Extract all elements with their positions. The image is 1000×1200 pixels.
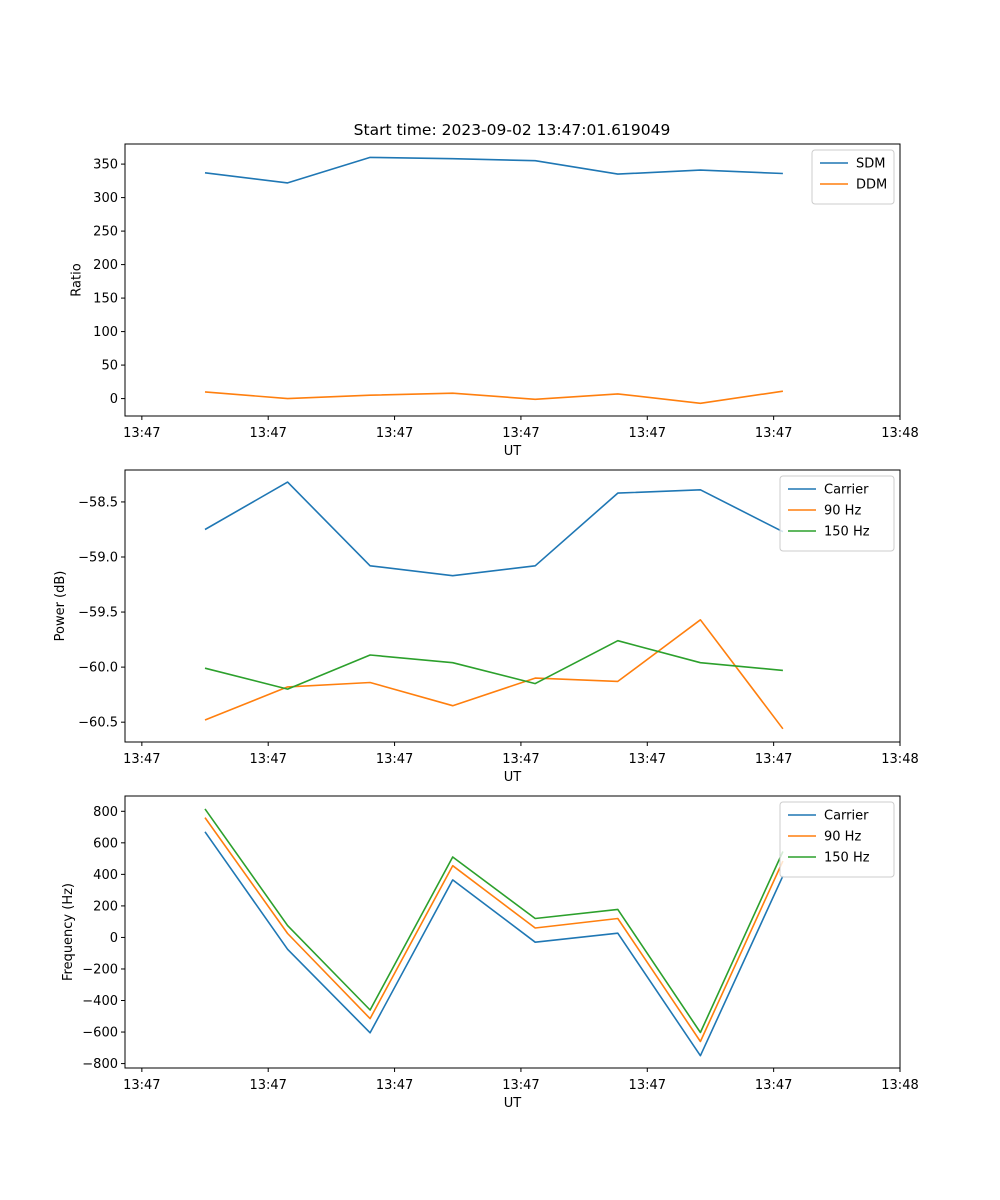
ratio-y-tick-label: 100 (93, 325, 118, 340)
power-legend-label: 150 Hz (824, 525, 870, 540)
frequency-y-tick-label: −200 (82, 962, 118, 977)
frequency-y-tick-label: 800 (93, 805, 118, 820)
ratio-y-tick-label: 0 (110, 392, 118, 407)
ratio-y-axis-label: Ratio (69, 263, 84, 296)
frequency-series-line-90-hz (204, 817, 784, 1043)
power-y-tick-label: −59.5 (78, 606, 118, 621)
power-y-tick-label: −58.5 (78, 495, 118, 510)
power-legend-label: Carrier (824, 483, 869, 498)
ratio-series-line-sdm (204, 156, 783, 184)
ratio-axes-frame (124, 143, 901, 417)
power-x-tick-label: 13:47 (755, 752, 792, 767)
frequency-axes-frame (124, 795, 901, 1069)
ratio-x-tick-label: 13:48 (881, 426, 918, 441)
frequency-y-axis-label: Frequency (Hz) (61, 883, 76, 981)
frequency-x-tick-label: 13:47 (755, 1078, 792, 1093)
power-legend-label: 90 Hz (824, 504, 861, 519)
frequency-x-tick-label: 13:47 (502, 1078, 539, 1093)
frequency-y-tick-label: −600 (82, 1026, 118, 1041)
power-x-axis-label: UT (504, 770, 522, 785)
ratio-x-tick-label: 13:47 (123, 426, 160, 441)
frequency-x-tick-label: 13:47 (249, 1078, 286, 1093)
ratio-legend: SDM DDM (811, 149, 895, 205)
frequency-y-tick-label: −800 (82, 1057, 118, 1072)
frequency-y-tick-label: 600 (93, 836, 118, 851)
frequency-y-tick-label: 0 (110, 931, 118, 946)
frequency-series-line-150-hz (204, 808, 784, 1034)
power-panel: 13:47 13:47 13:47 13:47 13:47 13:47 13:48 −60.5… (53, 469, 919, 785)
ratio-legend-label: SDM (856, 157, 885, 172)
ratio-y-tick-label: 250 (93, 225, 118, 240)
frequency-panel: 13:47 13:47 13:47 13:47 13:47 13:47 13:48 −800 −… (61, 795, 919, 1111)
ratio-series-line-ddm (204, 390, 784, 405)
frequency-y-tick-label: 200 (93, 899, 118, 914)
figure-title: Start time: 2023-09-02 13:47:01.619049 (354, 121, 671, 139)
power-y-axis-label: Power (dB) (53, 571, 68, 642)
ratio-y-tick-label: 350 (93, 158, 118, 173)
power-x-tick-label: 13:47 (123, 752, 160, 767)
power-series-line-150-hz (204, 639, 783, 690)
power-x-tick-label: 13:47 (629, 752, 666, 767)
power-x-tick-label: 13:48 (881, 752, 918, 767)
ratio-y-tick-label: 300 (93, 191, 118, 206)
ratio-y-tick-label: 150 (93, 292, 118, 307)
ratio-x-tick-label: 13:47 (755, 426, 792, 441)
power-series-line-90-hz (204, 618, 784, 730)
frequency-series-line-carrier (204, 831, 784, 1057)
ratio-y-tick-label: 50 (101, 359, 118, 374)
ratio-x-tick-label: 13:47 (249, 426, 286, 441)
frequency-y-tick-label: −400 (82, 994, 118, 1009)
frequency-legend: Carrier 90 Hz 150 Hz (779, 801, 895, 878)
ratio-y-tick-label: 200 (93, 258, 118, 273)
power-series-line-carrier (204, 481, 784, 577)
frequency-legend-box (779, 801, 895, 878)
frequency-legend-label: Carrier (824, 809, 869, 824)
power-x-tick-label: 13:47 (249, 752, 286, 767)
power-axes-frame (124, 469, 901, 743)
power-x-tick-label: 13:47 (502, 752, 539, 767)
power-y-tick-label: −60.0 (78, 661, 118, 676)
power-y-tick-label: −60.5 (78, 716, 118, 731)
ratio-panel: 13:47 13:47 13:47 13:47 13:47 13:47 13:48 0 50 10… (69, 143, 919, 459)
frequency-x-tick-label: 13:47 (376, 1078, 413, 1093)
power-y-tick-label: −59.0 (78, 550, 118, 565)
frequency-x-tick-label: 13:47 (123, 1078, 160, 1093)
power-legend-box (779, 475, 895, 552)
frequency-x-tick-label: 13:48 (881, 1078, 918, 1093)
power-x-tick-label: 13:47 (376, 752, 413, 767)
ratio-x-tick-label: 13:47 (376, 426, 413, 441)
ratio-legend-label: DDM (856, 178, 887, 193)
frequency-legend-label: 90 Hz (824, 830, 861, 845)
ratio-x-axis-label: UT (504, 444, 522, 459)
frequency-x-tick-label: 13:47 (629, 1078, 666, 1093)
frequency-y-tick-label: 400 (93, 868, 118, 883)
ratio-x-tick-label: 13:47 (629, 426, 666, 441)
frequency-x-axis-label: UT (504, 1096, 522, 1111)
frequency-legend-label: 150 Hz (824, 851, 870, 866)
power-legend: Carrier 90 Hz 150 Hz (779, 475, 895, 552)
ratio-x-tick-label: 13:47 (502, 426, 539, 441)
